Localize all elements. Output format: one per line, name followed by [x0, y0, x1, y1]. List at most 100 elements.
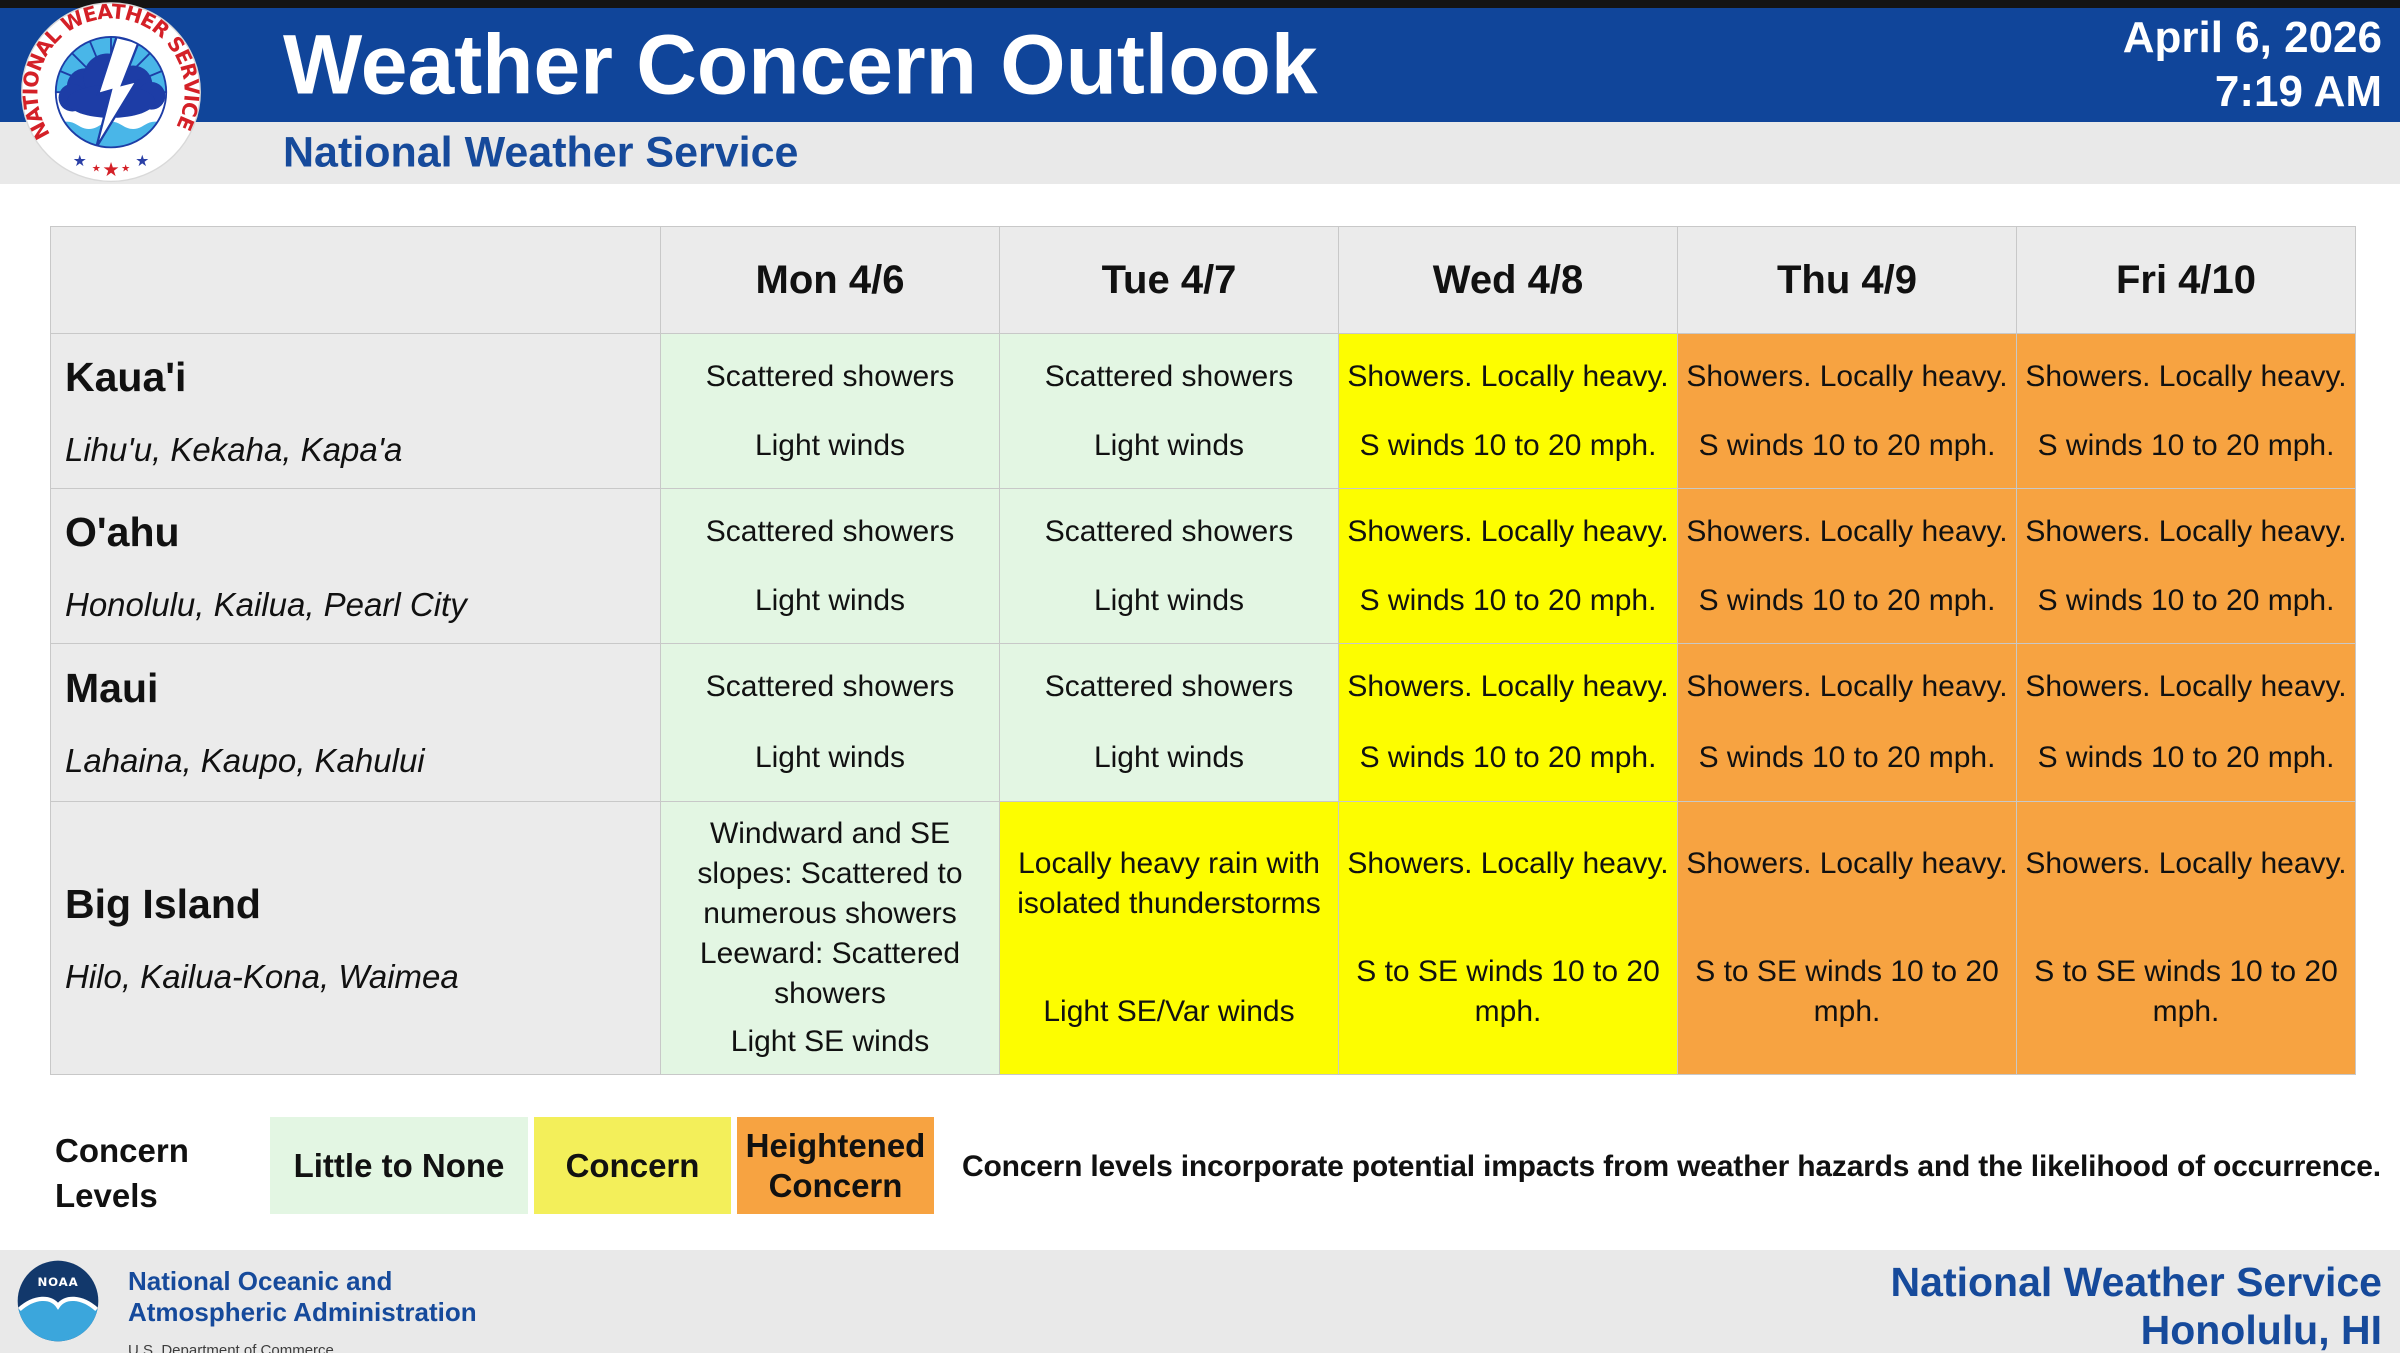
wind-text: S winds 10 to 20 mph. [1698, 740, 1996, 774]
issuing-office: National Weather Service Honolulu, HI [1891, 1258, 2382, 1353]
wind-text: Light winds [754, 428, 906, 462]
wind-text: S winds 10 to 20 mph. [1359, 428, 1657, 462]
island-cell-big-island: Big Island Hilo, Kailua-Kona, Waimea [51, 802, 661, 1075]
svg-text:★: ★ [135, 151, 149, 170]
forecast-text: Showers. Locally heavy. [2025, 847, 2347, 880]
wind-text: S winds 10 to 20 mph. [1359, 740, 1657, 774]
forecast-text: Showers. Locally heavy. [2025, 359, 2347, 393]
header-banner: Weather Concern Outlook April 6, 2026 7:… [0, 8, 2400, 122]
forecast-text: Windward and SE slopes: Scattered to num… [697, 817, 963, 1010]
day-header-mon: Mon 4/6 [661, 227, 1000, 334]
office-location: Honolulu, HI [2140, 1307, 2382, 1353]
legend-item-concern: Concern [534, 1117, 731, 1214]
svg-text:★: ★ [92, 163, 101, 174]
legend-item-heightened-concern: Heightened Concern [737, 1117, 934, 1214]
forecast-cell: Scattered showers Light winds [661, 644, 1000, 802]
wind-text: S winds 10 to 20 mph. [1698, 583, 1996, 617]
wind-text: Light winds [1093, 583, 1245, 617]
forecast-cell: Showers. Locally heavy. S winds 10 to 20… [1339, 644, 1678, 802]
day-header-fri: Fri 4/10 [2017, 227, 2356, 334]
forecast-text: Showers. Locally heavy. [1347, 670, 1669, 704]
wind-text: S winds 10 to 20 mph. [1359, 583, 1657, 617]
forecast-text: Scattered showers [1044, 514, 1294, 548]
noaa-department: U.S. Department of Commerce [128, 1342, 334, 1353]
wind-text: S winds 10 to 20 mph. [2037, 428, 2335, 462]
noaa-agency-line1: National Oceanic and [128, 1266, 393, 1296]
wind-text: Light SE/Var winds [1043, 995, 1295, 1028]
agency-subtitle: National Weather Service [283, 128, 799, 177]
wind-text: S winds 10 to 20 mph. [2037, 740, 2335, 774]
issue-date: April 6, 2026 [2122, 13, 2382, 62]
island-name: Kaua'i [65, 353, 187, 400]
forecast-cell: Scattered showers Light winds [1000, 489, 1339, 644]
day-header-thu: Thu 4/9 [1678, 227, 2017, 334]
issue-datetime: April 6, 2026 7:19 AM [2123, 11, 2382, 119]
island-places: Hilo, Kailua-Kona, Waimea [65, 957, 459, 995]
nws-logo-icon: NATIONAL WEATHER SERVICE [16, 0, 206, 186]
forecast-text: Showers. Locally heavy. [1686, 847, 2008, 880]
svg-text:NOAA: NOAA [37, 1275, 78, 1289]
forecast-text: Showers. Locally heavy. [2025, 670, 2347, 704]
forecast-text: Scattered showers [705, 514, 955, 548]
island-name: Maui [65, 665, 159, 711]
forecast-cell: Scattered showers Light winds [661, 334, 1000, 489]
forecast-cell: Locally heavy rain with isolated thunder… [1000, 802, 1339, 1075]
wind-text: Light winds [1093, 428, 1245, 462]
svg-text:★: ★ [73, 151, 87, 170]
svg-text:★: ★ [102, 158, 119, 181]
forecast-cell: Showers. Locally heavy. S to SE winds 10… [1339, 802, 1678, 1075]
forecast-text: Showers. Locally heavy. [1347, 514, 1669, 548]
issue-time: 7:19 AM [2214, 67, 2382, 116]
island-cell-oahu: O'ahu Honolulu, Kailua, Pearl City [51, 489, 661, 644]
forecast-cell: Showers. Locally heavy. S to SE winds 10… [2017, 802, 2356, 1075]
forecast-text: Locally heavy rain with isolated thunder… [1017, 847, 1321, 920]
forecast-cell: Showers. Locally heavy. S winds 10 to 20… [1678, 644, 2017, 802]
island-name: Big Island [65, 880, 261, 927]
forecast-table: Mon 4/6 Tue 4/7 Wed 4/8 Thu 4/9 Fri 4/10… [50, 226, 2356, 1075]
day-header-tue: Tue 4/7 [1000, 227, 1339, 334]
sub-banner: National Weather Service [0, 122, 2400, 184]
page-title: Weather Concern Outlook [283, 17, 1318, 112]
forecast-text: Scattered showers [1044, 670, 1294, 704]
forecast-cell: Scattered showers Light winds [1000, 644, 1339, 802]
noaa-logo-icon: NOAA [16, 1259, 100, 1343]
wind-text: S winds 10 to 20 mph. [2037, 583, 2335, 617]
island-cell-maui: Maui Lahaina, Kaupo, Kahului [51, 644, 661, 802]
wind-text: S to SE winds 10 to 20 mph. [1695, 955, 1999, 1028]
forecast-text: Scattered showers [705, 670, 955, 704]
forecast-cell: Showers. Locally heavy. S to SE winds 10… [1678, 802, 2017, 1075]
island-places: Honolulu, Kailua, Pearl City [65, 585, 467, 623]
svg-text:★: ★ [121, 163, 130, 174]
island-cell-kauai: Kaua'i Lihu'u, Kekaha, Kapa'a [51, 334, 661, 489]
forecast-cell: Showers. Locally heavy. S winds 10 to 20… [2017, 334, 2356, 489]
island-name: O'ahu [65, 508, 180, 555]
wind-text: S to SE winds 10 to 20 mph. [2034, 955, 2338, 1028]
wind-text: S winds 10 to 20 mph. [1698, 428, 1996, 462]
forecast-text: Scattered showers [705, 359, 955, 393]
forecast-cell: Scattered showers Light winds [1000, 334, 1339, 489]
forecast-text: Showers. Locally heavy. [1686, 670, 2008, 704]
legend-description: Concern levels incorporate potential imp… [962, 1150, 2381, 1183]
noaa-agency-name: National Oceanic and Atmospheric Adminis… [128, 1266, 477, 1353]
footer-bar: NOAA National Oceanic and Atmospheric Ad… [0, 1250, 2400, 1353]
forecast-cell: Showers. Locally heavy. S winds 10 to 20… [2017, 644, 2356, 802]
forecast-cell: Showers. Locally heavy. S winds 10 to 20… [1678, 489, 2017, 644]
legend-item-label: Little to None [293, 1146, 505, 1184]
wind-text: Light winds [754, 583, 906, 617]
forecast-cell: Windward and SE slopes: Scattered to num… [661, 802, 1000, 1075]
forecast-text: Showers. Locally heavy. [1686, 359, 2008, 393]
wind-text: Light winds [754, 740, 906, 774]
legend-item-label: Heightened Concern [745, 1126, 926, 1204]
top-black-bar [0, 0, 2400, 8]
forecast-text: Showers. Locally heavy. [2025, 514, 2347, 548]
wind-text: Light SE winds [730, 1025, 930, 1058]
table-corner-cell [51, 227, 661, 334]
forecast-text: Showers. Locally heavy. [1347, 359, 1669, 393]
forecast-cell: Showers. Locally heavy. S winds 10 to 20… [1339, 334, 1678, 489]
noaa-agency-line2: Atmospheric Administration [128, 1297, 477, 1327]
forecast-cell: Scattered showers Light winds [661, 489, 1000, 644]
legend-title: Concern Levels [55, 1132, 189, 1214]
forecast-cell: Showers. Locally heavy. S winds 10 to 20… [2017, 489, 2356, 644]
forecast-text: Scattered showers [1044, 359, 1294, 393]
